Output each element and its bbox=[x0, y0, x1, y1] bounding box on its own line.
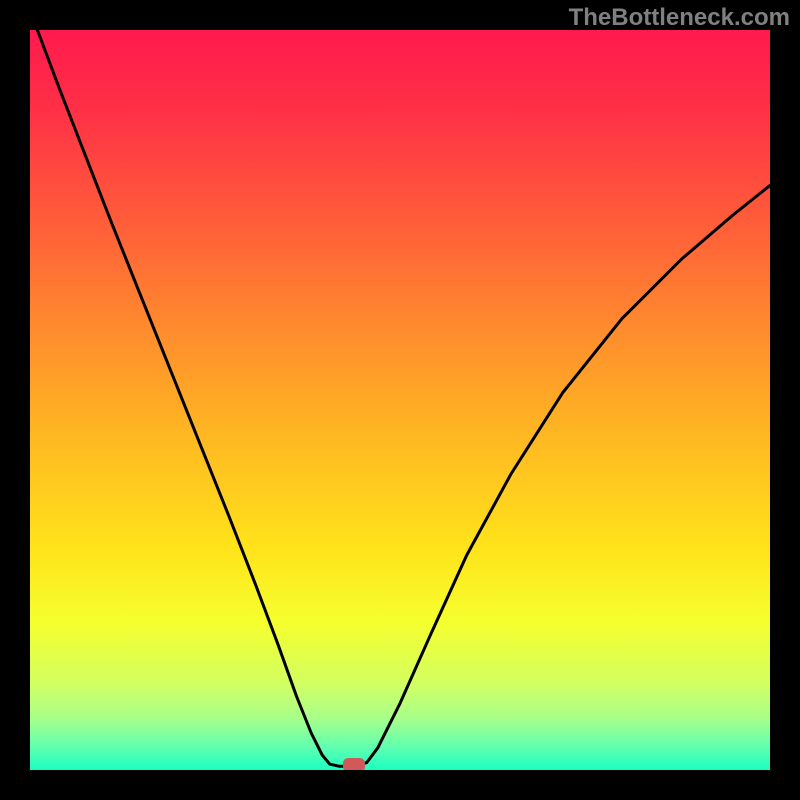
plot-area bbox=[30, 30, 770, 770]
watermark-text: TheBottleneck.com bbox=[569, 4, 790, 32]
trough-marker bbox=[343, 758, 365, 770]
chart-container: TheBottleneck.com bbox=[0, 0, 800, 800]
gradient-background bbox=[30, 30, 770, 770]
